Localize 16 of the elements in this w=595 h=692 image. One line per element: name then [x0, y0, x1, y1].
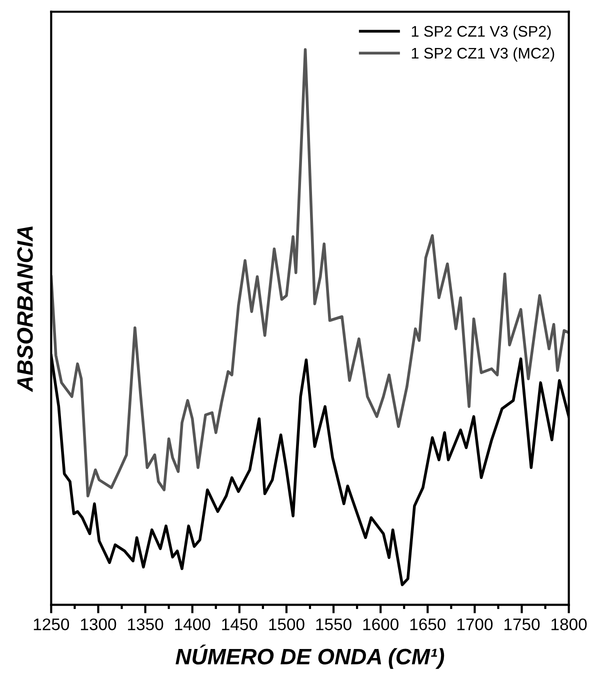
x-tick-label: 1700 [457, 618, 493, 630]
x-tick-label: 1750 [504, 618, 540, 630]
x-tick-label: 1600 [363, 618, 398, 630]
x-tick-label: 1350 [128, 618, 164, 630]
legend-label: 1 SP2 CZ1 V3 (SP2) [412, 26, 551, 40]
legend-label: 1 SP2 CZ1 V3 (MC2) [412, 47, 554, 62]
x-tick-label: 1500 [269, 618, 304, 630]
x-tick-label: 1450 [222, 618, 258, 630]
x-tick-label: 1400 [175, 618, 210, 630]
x-tick-label: 1550 [316, 618, 352, 630]
x-tick-label: 1800 [552, 618, 587, 630]
x-tick-label: 1650 [410, 618, 446, 630]
x-tick-label: 1300 [80, 618, 116, 630]
x-tick-label: 1250 [34, 618, 70, 630]
x-axis-title: NÚMERO DE ONDA (CM¹) [176, 644, 444, 669]
y-axis-title: ABSORBANCIA [17, 226, 33, 392]
